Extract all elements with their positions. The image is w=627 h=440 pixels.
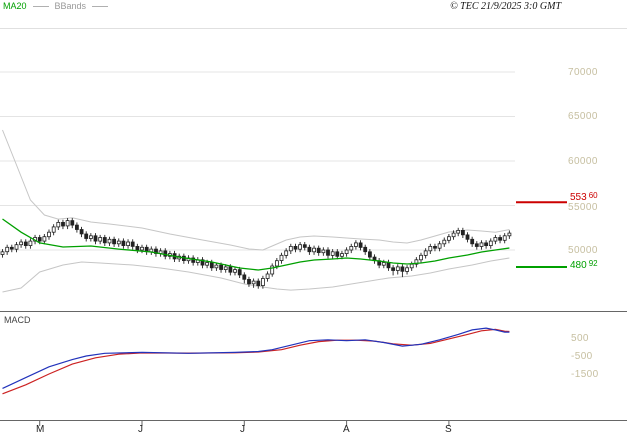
chart-legend: MA20 BBands — [3, 1, 114, 11]
legend-bbands-label: BBands — [54, 1, 87, 11]
macd-label-neg1500: -1500 — [571, 369, 599, 380]
price-label-65000: 65000 — [568, 111, 598, 122]
resistance-level-int: 553 — [570, 192, 587, 203]
price-label-50000: 50000 — [568, 245, 598, 256]
bbands-line-sample-icon — [92, 6, 109, 8]
macd-label-500: 500 — [571, 333, 589, 344]
price-label-70000: 70000 — [568, 67, 598, 78]
ma20-line-sample-icon — [32, 6, 49, 8]
legend-ma20-label: MA20 — [3, 1, 27, 11]
copyright-text: © TEC 21/9/2025 3:0 GMT — [450, 1, 561, 12]
month-label-september: S — [445, 424, 452, 435]
month-label-july: J — [240, 424, 245, 435]
month-label-may: M — [36, 424, 45, 435]
support-level-dec: 92 — [588, 259, 598, 268]
month-label-june: J — [138, 424, 143, 435]
support-level-int: 480 — [570, 260, 587, 271]
price-label-55000: 55000 — [568, 202, 598, 213]
macd-label-neg500: -500 — [571, 351, 593, 362]
price-label-60000: 60000 — [568, 156, 598, 167]
resistance-level-dec: 60 — [588, 191, 598, 200]
month-label-august: A — [343, 424, 350, 435]
support-level-label: 480 92 — [570, 259, 598, 271]
macd-panel-title: MACD — [4, 315, 31, 325]
resistance-level-label: 553 60 — [570, 191, 598, 203]
